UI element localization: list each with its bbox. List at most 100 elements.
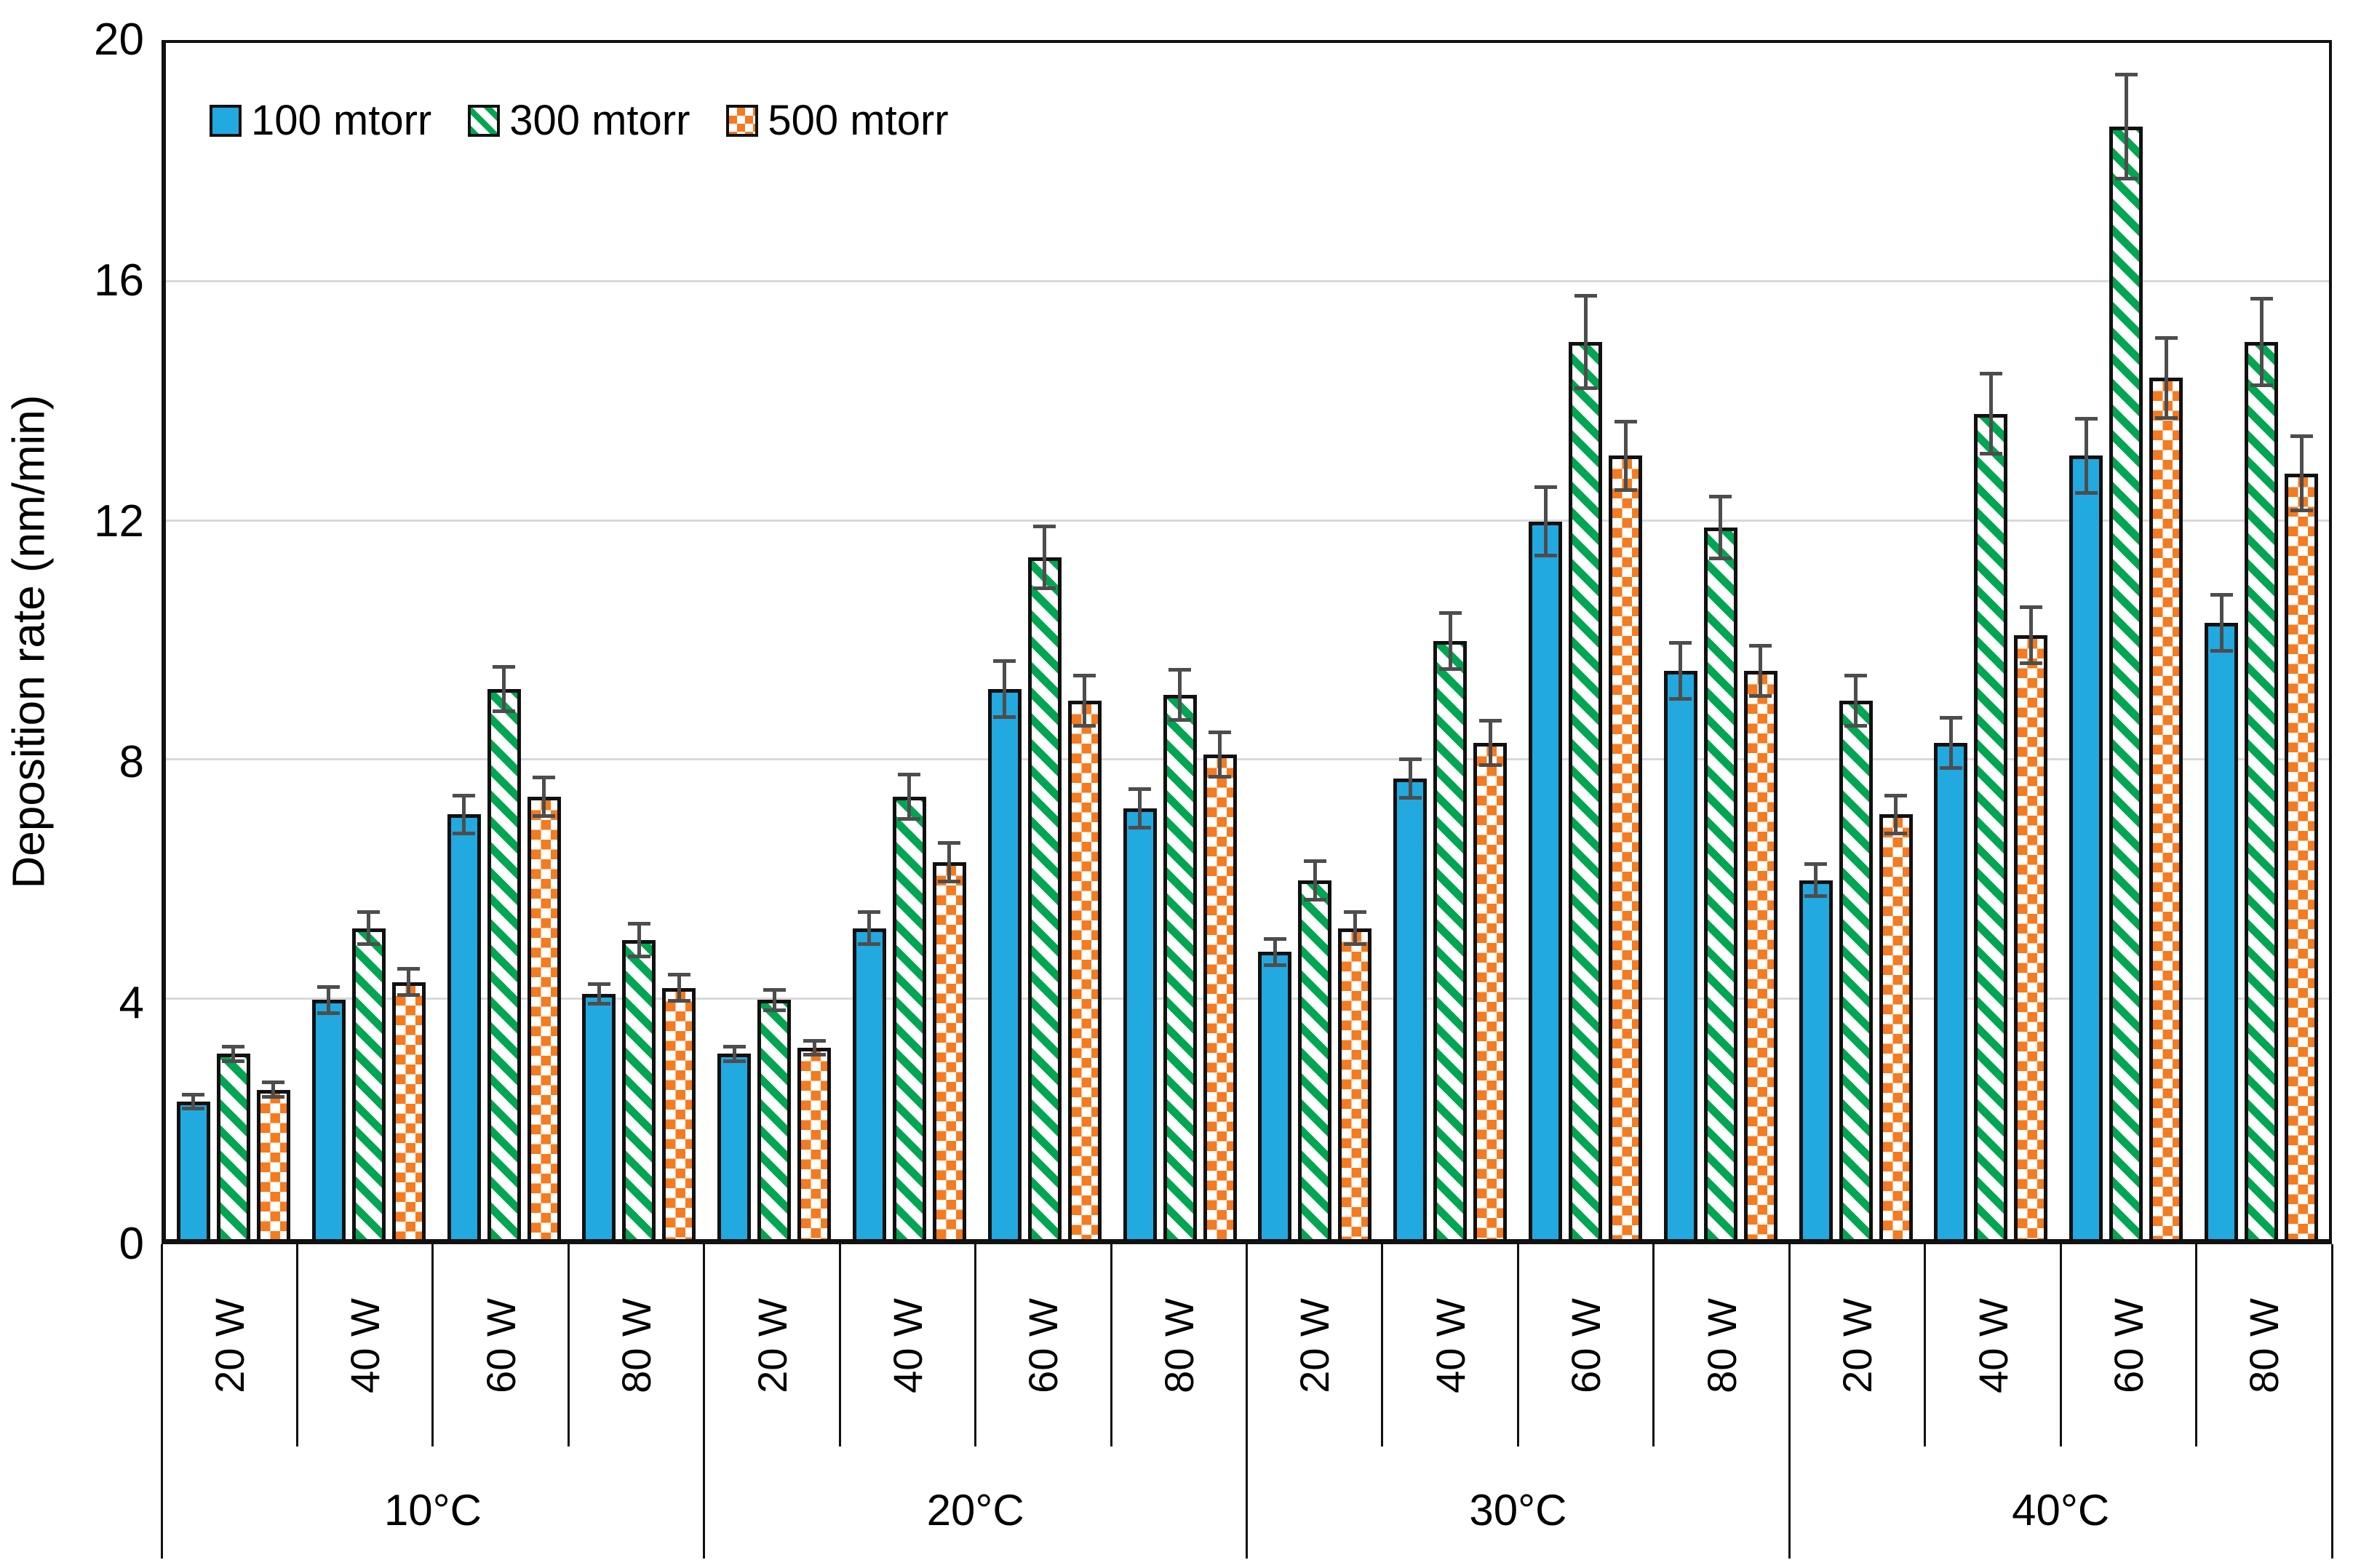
x-tick-power: 60 W — [1518, 1244, 1653, 1446]
error-bar — [2154, 335, 2178, 420]
legend-label: 500 mtorr — [768, 97, 949, 144]
bar-300 mtorr-40°C-60 W — [2109, 127, 2143, 1239]
x-axis-area: 20 W 40 W 60 W 80 W 20 W 40 W 60 W 80 W 20 W 40 W… — [160, 1244, 2333, 1568]
cluster-10°C-60 W — [437, 43, 572, 1239]
bar-slot — [1743, 43, 1777, 1239]
cluster-40°C-20 W — [1788, 43, 1924, 1239]
bar-100 mtorr-10°C-60 W — [447, 814, 481, 1239]
cluster-10°C-40 W — [301, 43, 437, 1239]
bar-slot — [256, 43, 290, 1239]
bar-500 mtorr-10°C-80 W — [662, 987, 696, 1239]
bar-500 mtorr-30°C-20 W — [1338, 928, 1372, 1239]
bar-100 mtorr-30°C-40 W — [1393, 779, 1428, 1239]
bar-slot — [1123, 43, 1157, 1239]
error-bar — [1263, 936, 1286, 968]
error-bar — [2290, 434, 2313, 513]
bar-300 mtorr-20°C-20 W — [757, 1000, 792, 1239]
error-bar — [1478, 718, 1502, 767]
bar-300 mtorr-10°C-40 W — [351, 928, 386, 1239]
bar-slot — [351, 43, 386, 1239]
x-tick-power-label: 60 W — [477, 1297, 524, 1393]
bar-300 mtorr-10°C-80 W — [622, 940, 656, 1239]
error-bar — [2114, 73, 2138, 181]
bar-slot — [1338, 43, 1372, 1239]
bar-500 mtorr-30°C-80 W — [1743, 671, 1777, 1239]
bar-300 mtorr-10°C-20 W — [216, 1054, 250, 1239]
bar-500 mtorr-10°C-40 W — [391, 982, 426, 1239]
group-20°C — [706, 43, 1247, 1239]
bar-slot — [1934, 43, 1968, 1239]
group-separator — [160, 1244, 163, 1559]
bar-slot — [1163, 43, 1197, 1239]
cluster-separator — [974, 1244, 977, 1446]
cluster-separator — [1924, 1244, 1927, 1446]
group-30°C — [1248, 43, 1788, 1239]
error-bar — [222, 1044, 245, 1063]
cluster-20°C-40 W — [842, 43, 977, 1239]
x-tick-power-label: 80 W — [613, 1297, 660, 1393]
bar-slot — [622, 43, 656, 1239]
bar-100 mtorr-20°C-80 W — [1123, 808, 1157, 1239]
group-40°C — [1788, 43, 2329, 1239]
bar-slot — [2245, 43, 2279, 1239]
bar-500 mtorr-40°C-20 W — [1879, 814, 1913, 1239]
x-tick-power-label: 20 W — [749, 1297, 795, 1393]
x-group-label-30°C: 30°C — [1469, 1485, 1567, 1535]
plot-area: 100 mtorr 300 mtorr 500 mtorr — [162, 40, 2332, 1244]
bar-100 mtorr-30°C-20 W — [1258, 952, 1292, 1239]
bar-100 mtorr-40°C-60 W — [2069, 455, 2103, 1239]
error-bar — [453, 793, 476, 836]
error-bar — [803, 1038, 826, 1057]
y-tick-label-8: 8 — [119, 737, 144, 787]
x-tick-power: 20 W — [1247, 1244, 1382, 1446]
cluster-10°C-20 W — [166, 43, 301, 1239]
cluster-40°C-80 W — [2194, 43, 2329, 1239]
y-axis-title: Deposition rate (nm/min) — [4, 394, 55, 889]
error-bar — [1669, 641, 1692, 701]
bar-100 mtorr-40°C-80 W — [2205, 623, 2239, 1239]
bar-500 mtorr-20°C-60 W — [1067, 701, 1102, 1239]
error-bar — [1303, 859, 1326, 902]
bar-slot — [2285, 43, 2319, 1239]
error-bar — [1398, 757, 1422, 800]
error-bar — [262, 1081, 285, 1099]
legend-swatch-100 mtorr — [210, 105, 242, 137]
cluster-separator — [567, 1244, 570, 1446]
bar-100 mtorr-10°C-80 W — [582, 993, 616, 1239]
bar-100 mtorr-30°C-60 W — [1529, 521, 1563, 1239]
bar-slot — [717, 43, 752, 1239]
x-tick-power: 60 W — [976, 1244, 1111, 1446]
bar-groups — [166, 43, 2329, 1239]
x-tick-power-label: 40 W — [1970, 1297, 2016, 1393]
group-separator — [1788, 1244, 1791, 1559]
bar-300 mtorr-40°C-80 W — [2245, 342, 2279, 1239]
x-tick-power-label: 20 W — [1834, 1297, 1880, 1393]
x-tick-power: 40 W — [297, 1244, 432, 1446]
bar-300 mtorr-40°C-40 W — [1974, 413, 2008, 1239]
error-bar — [1534, 485, 1557, 557]
x-tick-power: 20 W — [162, 1244, 297, 1446]
error-bar — [667, 973, 690, 1003]
bar-slot — [1067, 43, 1102, 1239]
x-tick-power-label: 20 W — [206, 1297, 252, 1393]
error-bar — [1343, 910, 1366, 947]
bar-500 mtorr-20°C-40 W — [932, 862, 966, 1239]
bar-slot — [1569, 43, 1603, 1239]
bar-slot — [1393, 43, 1428, 1239]
x-tick-power: 20 W — [704, 1244, 840, 1446]
group-separator — [2330, 1244, 2333, 1559]
bar-300 mtorr-20°C-80 W — [1163, 694, 1197, 1239]
bar-100 mtorr-20°C-60 W — [987, 688, 1022, 1239]
bar-slot — [1258, 43, 1292, 1239]
error-bar — [493, 664, 516, 713]
bar-100 mtorr-40°C-20 W — [1799, 880, 1833, 1239]
error-bar — [1939, 715, 1962, 770]
bar-slot — [1298, 43, 1332, 1239]
bar-300 mtorr-30°C-20 W — [1298, 880, 1332, 1239]
x-group-label-10°C: 10°C — [383, 1485, 482, 1535]
x-tick-power: 80 W — [1654, 1244, 1789, 1446]
bar-slot — [582, 43, 616, 1239]
bar-slot — [1799, 43, 1833, 1239]
bar-100 mtorr-40°C-40 W — [1934, 742, 1968, 1239]
error-bar — [763, 987, 786, 1012]
